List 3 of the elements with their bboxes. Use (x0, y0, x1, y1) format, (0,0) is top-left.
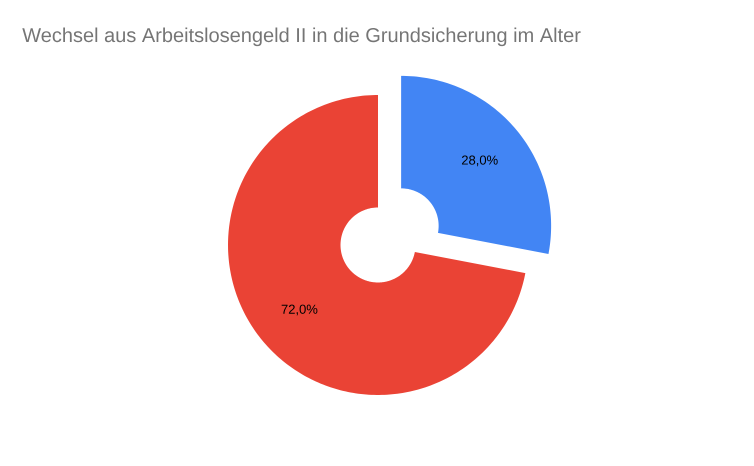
chart-title: Wechsel aus Arbeitslosengeld II in die Grundsicherung im Alter (22, 27, 581, 46)
data-label: 72,0% (282, 304, 318, 316)
data-label: 28,0% (462, 155, 498, 166)
